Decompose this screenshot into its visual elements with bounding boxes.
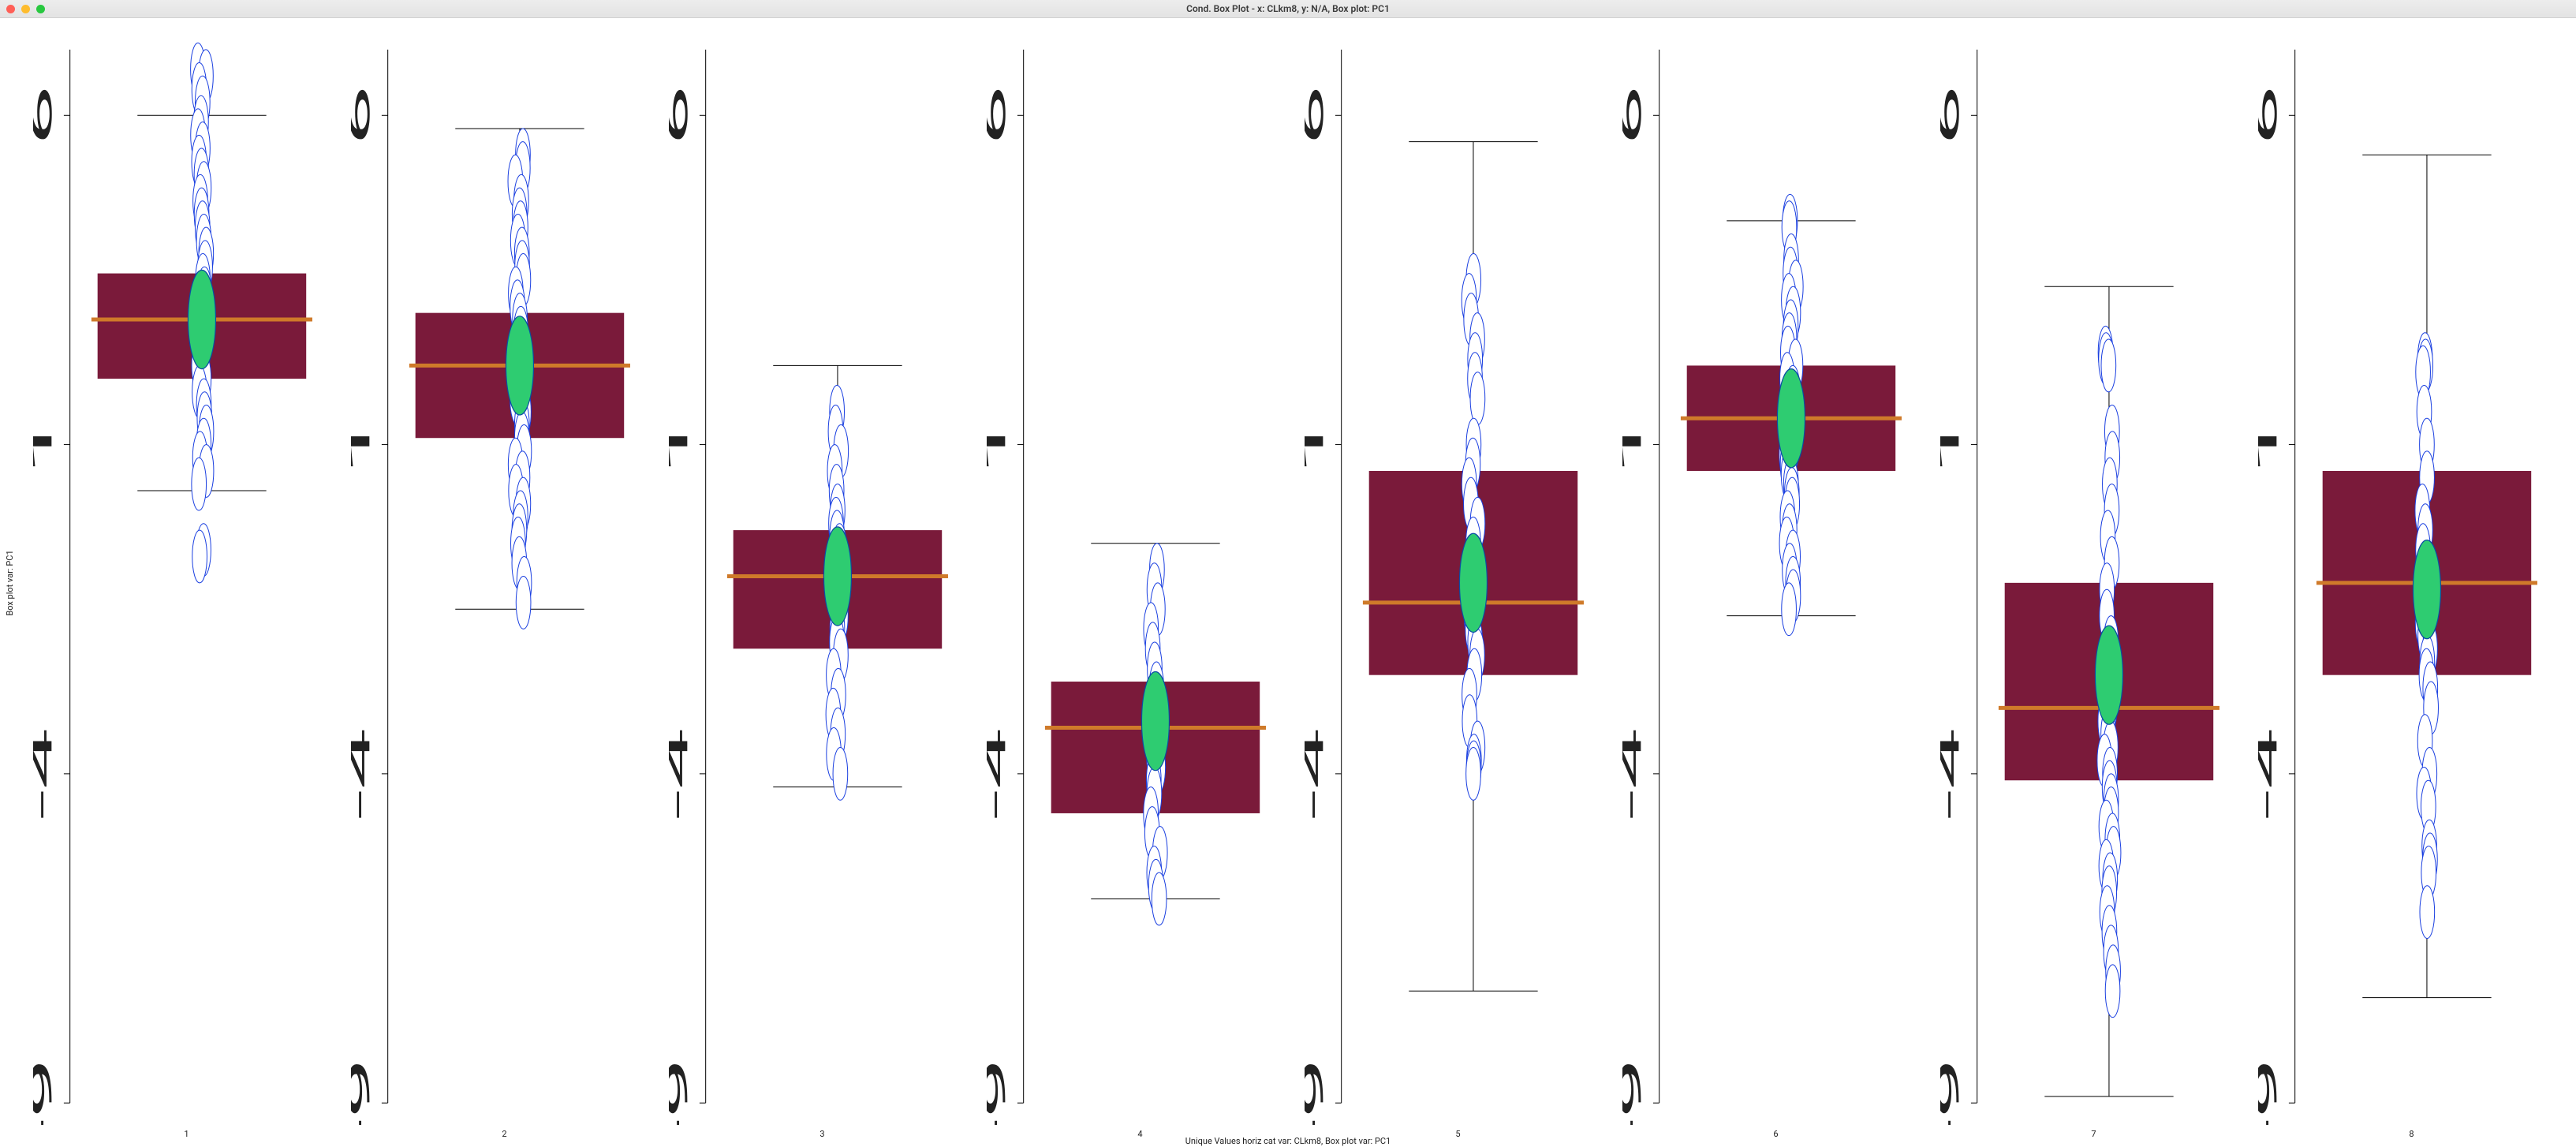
boxplot-panel: -9-4168	[2258, 28, 2565, 1125]
boxplot-panel: -9-4165	[1305, 28, 1611, 1125]
svg-text:-9: -9	[2258, 1057, 2284, 1125]
close-icon[interactable]	[6, 5, 15, 13]
svg-text:6: 6	[1622, 84, 1648, 146]
svg-text:-4: -4	[1622, 728, 1648, 820]
x-axis-label: Unique Values horiz cat var: CLkm8, Box …	[0, 1136, 2576, 1146]
svg-text:6: 6	[351, 84, 377, 146]
boxplot-panel: -9-4163	[669, 28, 976, 1125]
svg-text:1: 1	[669, 413, 695, 475]
svg-text:1: 1	[1940, 413, 1966, 475]
boxplot-svg: -9 -4 1 6	[351, 28, 658, 1125]
svg-text:-4: -4	[2258, 728, 2284, 820]
svg-text:1: 1	[987, 413, 1013, 475]
svg-text:-4: -4	[987, 728, 1013, 820]
boxplot-svg: -9 -4 1 6	[1622, 28, 1929, 1125]
svg-text:6: 6	[1940, 84, 1966, 146]
window-controls	[6, 5, 45, 13]
boxplot-svg: -9 -4 1 6	[33, 28, 340, 1125]
svg-text:-9: -9	[1940, 1057, 1966, 1125]
titlebar: Cond. Box Plot - x: CLkm8, y: N/A, Box p…	[0, 0, 2576, 18]
boxplot-svg: -9 -4 1 6	[2258, 28, 2565, 1125]
plot-area: Box plot var: PC1 -9-4161-9-4162-9-4163-…	[0, 18, 2576, 1147]
svg-text:1: 1	[1305, 413, 1331, 475]
boxplot-svg: -9 -4 1 6	[1940, 28, 2247, 1125]
svg-text:-4: -4	[1305, 728, 1331, 820]
svg-text:6: 6	[33, 84, 59, 146]
svg-text:-9: -9	[987, 1057, 1013, 1125]
y-axis-label: Box plot var: PC1	[5, 550, 15, 615]
svg-text:-4: -4	[351, 728, 377, 820]
svg-text:-4: -4	[1940, 728, 1966, 820]
svg-text:-9: -9	[33, 1057, 59, 1125]
svg-text:1: 1	[2258, 413, 2284, 475]
boxplot-panel: -9-4167	[1940, 28, 2247, 1125]
svg-text:-9: -9	[669, 1057, 695, 1125]
zoom-icon[interactable]	[36, 5, 45, 13]
app-window: Cond. Box Plot - x: CLkm8, y: N/A, Box p…	[0, 0, 2576, 1147]
minimize-icon[interactable]	[21, 5, 30, 13]
boxplot-panel: -9-4164	[987, 28, 1294, 1125]
svg-text:6: 6	[669, 84, 695, 146]
svg-text:6: 6	[2258, 84, 2284, 146]
boxplot-panel: -9 -4 1 61	[33, 28, 340, 1125]
svg-text:1: 1	[1622, 413, 1648, 475]
svg-text:-4: -4	[669, 728, 695, 820]
svg-text:-9: -9	[1305, 1057, 1331, 1125]
boxplot-panel: -9 -4 1 66	[1622, 28, 1929, 1125]
svg-text:1: 1	[33, 413, 59, 475]
svg-text:-9: -9	[1622, 1057, 1648, 1125]
boxplot-panel: -9-4162	[351, 28, 658, 1125]
boxplot-svg: -9 -4 1 6	[669, 28, 976, 1125]
boxplot-panels: -9-4161-9-4162-9-4163-9-4164-9-4165-9-41…	[33, 28, 2565, 1125]
svg-text:-4: -4	[33, 728, 59, 820]
svg-text:6: 6	[987, 84, 1013, 146]
svg-text:-9: -9	[351, 1057, 377, 1125]
boxplot-svg: -9 -4 1 6	[987, 28, 1294, 1125]
svg-text:1: 1	[351, 413, 377, 475]
svg-text:6: 6	[1305, 84, 1331, 146]
window-title: Cond. Box Plot - x: CLkm8, y: N/A, Box p…	[0, 3, 2576, 14]
boxplot-svg: -9 -4 1 6	[1305, 28, 1611, 1125]
